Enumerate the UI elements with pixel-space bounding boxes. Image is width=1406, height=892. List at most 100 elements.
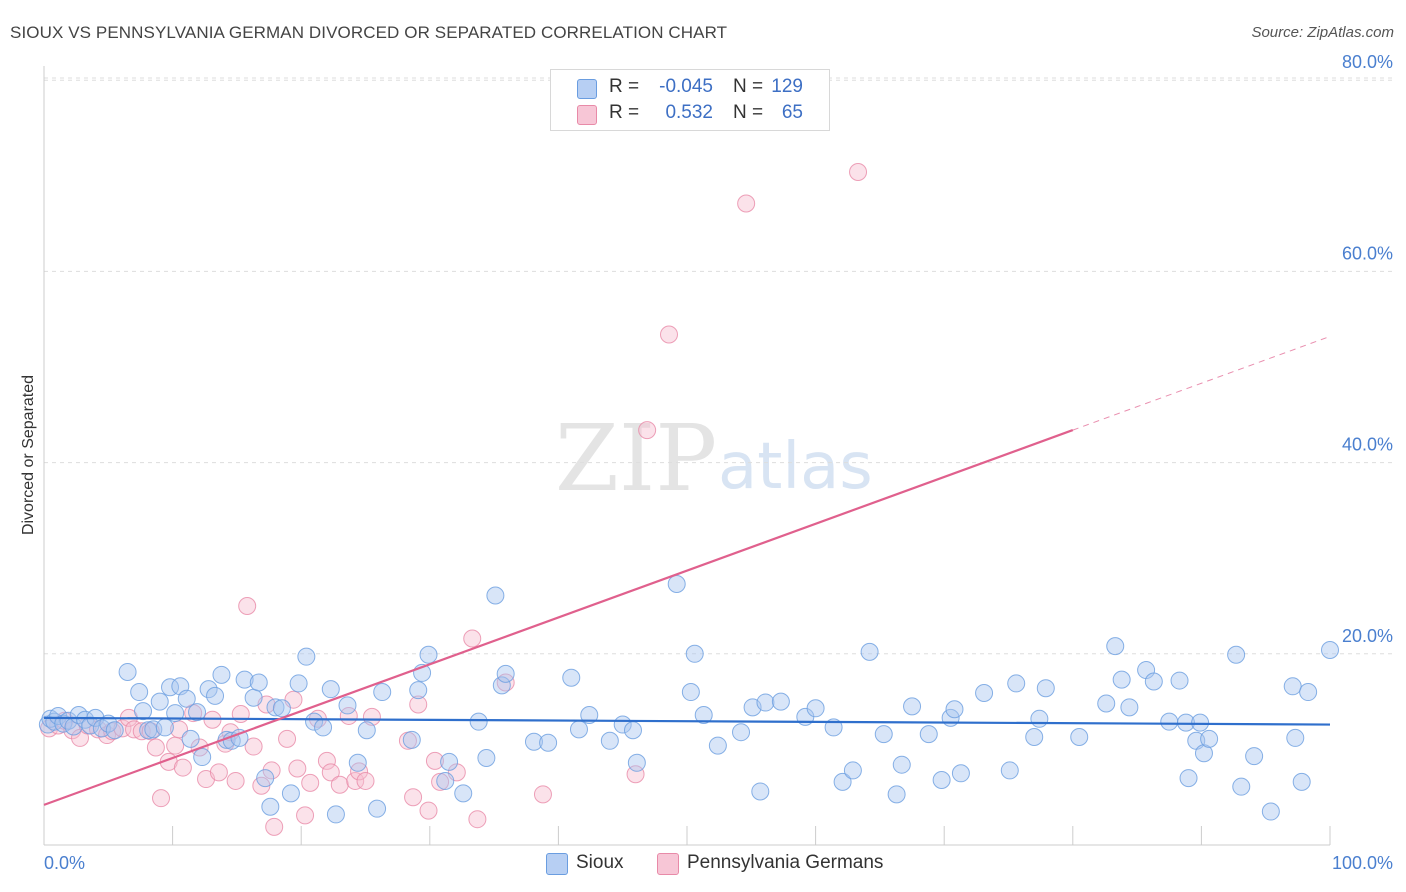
point-sioux (1283, 677, 1302, 696)
point-sioux (892, 755, 911, 774)
point-sioux (281, 784, 300, 803)
point-sioux (54, 714, 73, 733)
legend-r-label: R = (609, 102, 640, 123)
chart-title: SIOUX VS PENNSYLVANIA GERMAN DIVORCED OR… (10, 23, 728, 42)
point-sioux (177, 689, 196, 708)
stats-legend: R = -0.045 N = 129 R = 0.532 N = 65 (550, 69, 830, 131)
point-pennsylvania-germans (301, 773, 320, 792)
point-pennsylvania-germans (226, 771, 245, 790)
legend-swatch-pennsylvania-germans (577, 105, 597, 125)
point-sioux (1025, 727, 1044, 746)
legend-swatch-sioux (577, 79, 597, 99)
point-sioux (256, 769, 275, 788)
point-sioux (261, 797, 280, 816)
y-tick-label: 20.0% (1342, 626, 1393, 646)
point-pennsylvania-germans (425, 751, 444, 770)
point-sioux (1170, 671, 1189, 690)
point-sioux (368, 799, 387, 818)
point-pennsylvania-germans (296, 806, 315, 825)
point-sioux (1299, 683, 1318, 702)
series-sioux (38, 575, 1339, 824)
point-pennsylvania-germans (468, 810, 487, 829)
point-sioux (161, 678, 180, 697)
point-sioux (1245, 747, 1264, 766)
point-sioux (134, 702, 153, 721)
x-tick-labels: 0.0% 100.0% (44, 853, 1393, 873)
legend-n-value: 65 (781, 102, 803, 123)
point-sioux (272, 699, 291, 718)
point-pennsylvania-germans (152, 789, 171, 808)
point-pennsylvania-germans (238, 597, 257, 615)
point-sioux (771, 692, 790, 711)
point-sioux (496, 664, 515, 683)
point-pennsylvania-germans (146, 738, 165, 757)
point-sioux (1120, 698, 1139, 717)
point-pennsylvania-germans (404, 788, 423, 807)
point-sioux (932, 770, 951, 789)
point-sioux (600, 731, 619, 750)
point-sioux (230, 728, 249, 747)
point-sioux (623, 721, 642, 740)
point-pennsylvania-germans (330, 775, 349, 794)
point-sioux (436, 771, 455, 790)
point-sioux (249, 673, 268, 692)
x-tick-label: 100.0% (1332, 853, 1393, 873)
point-sioux (1097, 694, 1116, 713)
point-sioux (1261, 802, 1280, 821)
trend-line-pennsylvania-germans (43, 429, 1074, 806)
point-sioux (627, 753, 646, 772)
watermark-zip: ZIP (555, 405, 717, 512)
point-sioux (1036, 679, 1055, 698)
point-pennsylvania-germans (262, 761, 281, 780)
point-sioux (155, 718, 174, 737)
trend-line-sioux (43, 716, 1331, 726)
point-sioux (166, 704, 185, 723)
legend-r-value: -0.045 (659, 76, 713, 97)
point-pennsylvania-germans (209, 763, 228, 782)
point-sioux (477, 749, 496, 768)
point-sioux (1176, 713, 1195, 732)
point-sioux (1106, 637, 1125, 656)
point-sioux (1070, 727, 1089, 746)
point-sioux (321, 680, 340, 699)
point-sioux (860, 642, 879, 661)
point-sioux (975, 683, 994, 702)
point-sioux (1227, 645, 1246, 664)
point-sioux (756, 693, 775, 712)
point-sioux (569, 720, 588, 739)
point-sioux (843, 761, 862, 780)
point-sioux (402, 730, 421, 749)
point-sioux (1292, 772, 1311, 791)
point-sioux (348, 753, 367, 772)
point-sioux (212, 665, 231, 684)
point-sioux (919, 725, 938, 744)
point-pennsylvania-germans (244, 737, 263, 756)
legend-row-pennsylvania-germans: R = 0.532 N = 65 (551, 102, 829, 126)
point-pennsylvania-germans (321, 763, 340, 782)
point-pennsylvania-germans (356, 771, 375, 790)
legend-swatch-pennsylvania-germans (657, 853, 679, 875)
point-sioux (732, 723, 751, 742)
point-sioux (694, 705, 713, 724)
point-sioux (266, 698, 285, 717)
point-sioux (1194, 744, 1213, 763)
point-sioux (824, 718, 843, 737)
point-sioux (440, 752, 459, 771)
point-sioux (1160, 712, 1179, 731)
point-sioux (903, 697, 922, 716)
point-sioux (144, 720, 163, 739)
point-sioux (235, 670, 254, 689)
point-pennsylvania-germans (362, 707, 381, 726)
watermark-atlas: atlas (718, 430, 873, 504)
point-sioux (806, 699, 825, 718)
point-sioux (1286, 728, 1305, 747)
point-sioux (524, 732, 543, 751)
gridlines (44, 77, 1392, 655)
legend-n-label: N = (733, 76, 764, 97)
point-sioux (181, 729, 200, 748)
point-sioux (150, 692, 169, 711)
trend-line-pennsylvania-germans-extension (1072, 335, 1331, 431)
point-sioux (373, 683, 392, 702)
point-sioux (1144, 672, 1163, 691)
